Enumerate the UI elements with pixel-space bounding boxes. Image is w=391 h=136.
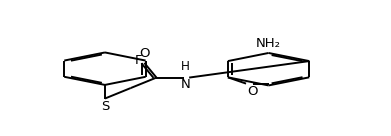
Text: O: O xyxy=(139,47,150,60)
Text: H: H xyxy=(181,60,190,73)
Text: F: F xyxy=(135,54,142,67)
Text: N: N xyxy=(180,78,190,91)
Text: O: O xyxy=(248,85,258,98)
Text: NH₂: NH₂ xyxy=(256,37,281,50)
Text: S: S xyxy=(101,100,109,113)
